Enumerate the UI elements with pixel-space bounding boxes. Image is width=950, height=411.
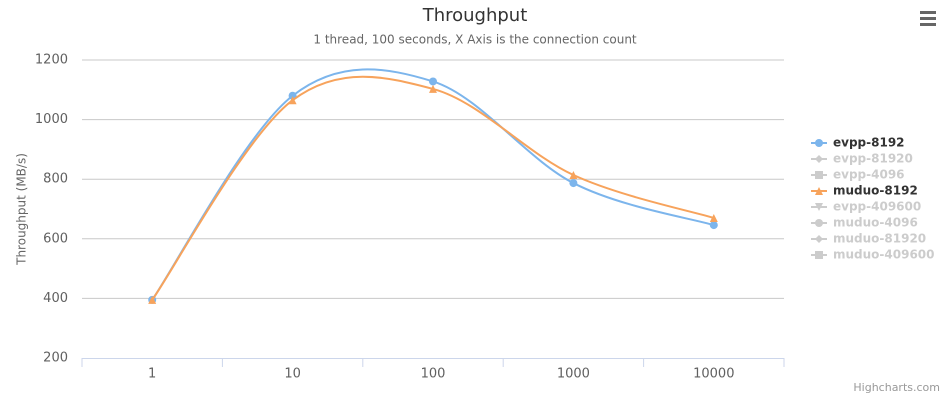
legend-item[interactable]: muduo-81920 bbox=[811, 232, 926, 246]
y-tick-label: 800 bbox=[43, 172, 68, 187]
legend-item[interactable]: muduo-4096 bbox=[811, 216, 918, 230]
legend-label: muduo-409600 bbox=[833, 248, 935, 262]
legend-label: evpp-81920 bbox=[833, 152, 913, 166]
data-point bbox=[429, 77, 437, 86]
data-point bbox=[709, 213, 718, 222]
series bbox=[148, 68, 718, 304]
legend-label: muduo-4096 bbox=[833, 216, 918, 230]
series bbox=[148, 75, 718, 304]
chart-subtitle: 1 thread, 100 seconds, X Axis is the con… bbox=[313, 33, 637, 47]
legend-label: muduo-8192 bbox=[833, 184, 918, 198]
y-tick-label: 200 bbox=[43, 351, 68, 366]
y-axis-label: Throughput (MB/s) bbox=[15, 153, 29, 266]
data-point bbox=[569, 171, 578, 180]
legend-symbol bbox=[815, 171, 823, 179]
menu-bar bbox=[920, 17, 936, 20]
legend-symbol bbox=[815, 219, 823, 227]
legend-label: evpp-409600 bbox=[833, 200, 921, 214]
series-line bbox=[151, 75, 715, 301]
data-point bbox=[288, 96, 297, 105]
legend-symbol bbox=[815, 235, 823, 243]
x-tick-label: 10000 bbox=[693, 367, 734, 382]
x-tick-label: 100 bbox=[421, 367, 446, 382]
x-tick-label: 1 bbox=[148, 367, 156, 382]
legend-label: evpp-4096 bbox=[833, 168, 905, 182]
series-line bbox=[151, 68, 715, 301]
menu-bar bbox=[920, 23, 936, 26]
legend-label: evpp-8192 bbox=[833, 136, 905, 150]
y-tick-label: 1200 bbox=[35, 53, 68, 68]
legend-item[interactable]: evpp-4096 bbox=[811, 168, 905, 182]
legend-symbol bbox=[815, 251, 823, 259]
legend-symbol bbox=[815, 139, 823, 147]
legend-item[interactable]: evpp-81920 bbox=[811, 152, 913, 166]
x-tick-label: 10 bbox=[284, 367, 301, 382]
legend-item[interactable]: muduo-409600 bbox=[811, 248, 935, 262]
legend-item[interactable]: evpp-8192 bbox=[811, 136, 905, 150]
legend-item[interactable]: muduo-8192 bbox=[811, 184, 918, 198]
menu-bar bbox=[920, 11, 936, 14]
y-tick-label: 400 bbox=[43, 291, 68, 306]
x-tick-label: 1000 bbox=[557, 367, 590, 382]
data-point bbox=[429, 84, 437, 93]
data-point bbox=[148, 295, 157, 304]
legend-symbol bbox=[815, 203, 823, 211]
y-tick-label: 1000 bbox=[35, 112, 68, 127]
legend-item[interactable]: evpp-409600 bbox=[811, 200, 921, 214]
credits: Highcharts.com bbox=[853, 381, 940, 394]
legend-symbol bbox=[815, 187, 823, 195]
legend-symbol bbox=[815, 155, 823, 163]
menu-button[interactable] bbox=[920, 11, 936, 26]
data-point bbox=[569, 179, 578, 188]
chart-title: Throughput bbox=[422, 5, 528, 26]
legend-label: muduo-81920 bbox=[833, 232, 926, 246]
y-tick-label: 600 bbox=[43, 231, 68, 246]
data-point bbox=[709, 221, 718, 230]
